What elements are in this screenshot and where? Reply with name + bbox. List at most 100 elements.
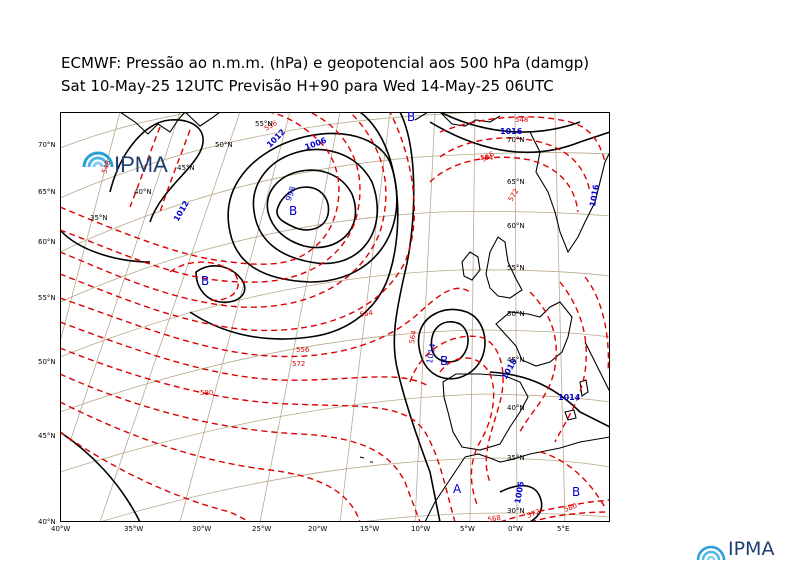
geo-west-3 bbox=[159, 129, 191, 213]
isobar-low-small bbox=[195, 265, 246, 303]
lon-label: 25°W bbox=[252, 525, 272, 533]
geo-label: 564 bbox=[359, 309, 374, 319]
geo-west-2 bbox=[129, 126, 161, 208]
lat-label-left: 45°N bbox=[38, 432, 56, 440]
lat-label: 35°N bbox=[90, 214, 108, 222]
geo-europe-1 bbox=[519, 291, 557, 433]
isobar-low-4 bbox=[227, 132, 398, 283]
lat-label-left: 55°N bbox=[38, 294, 56, 302]
lat-label: 40°N bbox=[134, 188, 152, 196]
lat-label: 45°N bbox=[177, 164, 195, 172]
geo-label: 572 bbox=[292, 360, 305, 368]
center-value: 1014 bbox=[425, 343, 437, 365]
geo-africa-1 bbox=[499, 499, 610, 522]
geo-568 bbox=[60, 321, 431, 388]
geo-iberia-1 bbox=[409, 335, 504, 483]
geo-iberia-2 bbox=[439, 357, 495, 508]
lat-label: 70°N bbox=[507, 136, 525, 144]
isobar-europe-east bbox=[489, 371, 610, 428]
isobar-label: 1016 bbox=[500, 127, 523, 136]
france-coast bbox=[495, 301, 573, 367]
geo-label: 548 bbox=[515, 116, 528, 124]
isobar-label: 1014 bbox=[558, 393, 581, 402]
isobar-long-south bbox=[393, 112, 441, 522]
isobar-low-2 bbox=[266, 169, 357, 249]
lon-label: 20°W bbox=[308, 525, 328, 533]
ipma-logo-mark-footer bbox=[696, 545, 726, 561]
scandinavia-coast bbox=[529, 131, 610, 254]
lat-label-left: 70°N bbox=[38, 141, 56, 149]
mediterranean-islands bbox=[564, 379, 589, 421]
lat-label: 30°N bbox=[507, 507, 525, 515]
geo-label: 564 bbox=[480, 154, 494, 162]
azores bbox=[359, 456, 373, 463]
lat-label-left: 60°N bbox=[38, 238, 56, 246]
britain-coast bbox=[485, 236, 523, 299]
geo-564 bbox=[60, 287, 471, 358]
geo-north-3 bbox=[439, 116, 606, 163]
graticule-inner-labels: 55°N 50°N 45°N 40°N 35°N 65°N 60°N 55°N … bbox=[90, 120, 525, 515]
meridian-35W bbox=[69, 112, 181, 443]
parallel-55N bbox=[60, 211, 610, 303]
parallel-40N bbox=[60, 393, 610, 473]
ipma-logo-text: IPMA bbox=[114, 152, 168, 177]
meridian-40W bbox=[60, 112, 121, 343]
lat-label: 60°N bbox=[507, 222, 525, 230]
geo-556 bbox=[60, 112, 387, 308]
meridian-5W bbox=[469, 112, 476, 522]
graticule bbox=[60, 112, 610, 522]
map-frame bbox=[60, 112, 610, 522]
center-symbol: A bbox=[453, 482, 462, 496]
isobar-west-arc bbox=[109, 119, 204, 223]
geo-584 bbox=[60, 431, 251, 522]
geo-north-2 bbox=[429, 156, 579, 213]
parallel-50N bbox=[60, 269, 610, 358]
geo-548 bbox=[60, 112, 340, 265]
isobar-west-left bbox=[60, 229, 151, 263]
lon-label: 15°W bbox=[360, 525, 380, 533]
geo-west-loop bbox=[169, 261, 239, 301]
ipma-logo-mark bbox=[82, 151, 114, 168]
center-symbol: B bbox=[572, 485, 580, 499]
isobar-low-inner bbox=[276, 186, 330, 231]
parallel-70N bbox=[60, 112, 197, 149]
geo-560 bbox=[60, 112, 416, 332]
lon-label: 5°E bbox=[557, 525, 570, 533]
lat-label-left: 65°N bbox=[38, 188, 56, 196]
geo-north-1 bbox=[439, 137, 591, 193]
ipma-logo-footer-text: IPMA bbox=[728, 538, 775, 560]
lon-label: 0°W bbox=[508, 525, 523, 533]
geopotential-contours bbox=[60, 112, 610, 522]
ipma-logo-map: IPMA bbox=[82, 151, 168, 177]
isobar-central-arc bbox=[189, 112, 399, 340]
lat-label: 55°N bbox=[507, 264, 525, 272]
parallel-65N bbox=[60, 112, 610, 199]
lon-label: 10°W bbox=[411, 525, 431, 533]
ireland-coast bbox=[461, 251, 481, 281]
lat-label: 50°N bbox=[507, 310, 525, 318]
isobar-label: 1016 bbox=[588, 183, 601, 207]
meridian-25W bbox=[179, 112, 291, 522]
lon-label: 40°W bbox=[51, 525, 71, 533]
center-symbol: B bbox=[440, 354, 448, 368]
lon-label: 30°W bbox=[192, 525, 212, 533]
map-title-line2: Sat 10-May-25 12UTC Previsão H+90 para W… bbox=[61, 77, 554, 95]
geo-label: 568 bbox=[487, 514, 502, 522]
lat-label: 40°N bbox=[507, 404, 525, 412]
isobar-iberia-low bbox=[430, 321, 469, 363]
weather-map: IPMA B 998 B B 1014 A B B 1006 1012 1012… bbox=[60, 112, 610, 522]
meridian-30W bbox=[99, 112, 241, 522]
geo-label: 564 bbox=[408, 329, 418, 344]
center-symbol: B bbox=[201, 274, 209, 288]
isobar-africa bbox=[499, 484, 543, 522]
geo-label: 556 bbox=[296, 346, 310, 354]
parallel-30N bbox=[359, 512, 610, 522]
geo-572 bbox=[60, 347, 456, 522]
greenland-east-coast bbox=[184, 112, 221, 127]
iberia-coast bbox=[442, 373, 529, 451]
parallel-35N bbox=[99, 457, 610, 522]
geo-580 bbox=[60, 401, 361, 522]
parallel-45N bbox=[60, 329, 610, 413]
lat-label: 45°N bbox=[507, 356, 525, 364]
center-symbol: B bbox=[289, 204, 297, 218]
